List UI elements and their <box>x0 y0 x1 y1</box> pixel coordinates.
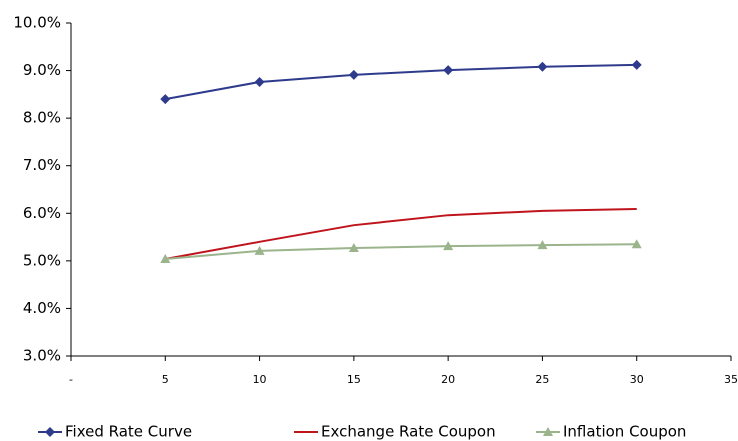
y-tick-label: 3.0% <box>23 347 61 365</box>
x-tick-label: 10 <box>253 373 267 386</box>
point <box>348 69 359 80</box>
point <box>631 59 642 70</box>
point <box>254 245 265 255</box>
y-tick-label: 9.0% <box>23 61 61 79</box>
point <box>537 61 548 72</box>
legend-label: Fixed Rate Curve <box>65 423 192 441</box>
x-tick-label: - <box>69 373 73 386</box>
y-tick-label: 6.0% <box>23 204 61 222</box>
x-tick-label: 35 <box>724 373 738 386</box>
point <box>443 241 454 251</box>
y-tick-label: 4.0% <box>23 299 61 317</box>
point <box>631 239 642 249</box>
series-line <box>165 63 637 101</box>
legend-marker <box>543 427 553 436</box>
legend-label: Exchange Rate Coupon <box>321 423 496 441</box>
x-tick-label: 15 <box>347 373 361 386</box>
x-tick-label: 25 <box>535 373 549 386</box>
x-tick-label: 20 <box>441 373 455 386</box>
point <box>443 65 454 76</box>
y-tick-label: 7.0% <box>23 156 61 174</box>
legend-marker <box>45 427 55 437</box>
series-line <box>165 208 637 260</box>
series-line <box>165 243 637 260</box>
y-tick-label: 5.0% <box>23 251 61 269</box>
x-tick-label: 5 <box>162 373 169 386</box>
x-tick-label: 30 <box>630 373 644 386</box>
point <box>348 243 359 253</box>
point <box>160 94 171 105</box>
point <box>254 76 265 87</box>
legend-label: Inflation Coupon <box>563 423 686 441</box>
point <box>537 240 548 250</box>
point <box>160 253 171 263</box>
y-tick-label: 10.0% <box>13 14 61 32</box>
y-tick-label: 8.0% <box>23 109 61 127</box>
